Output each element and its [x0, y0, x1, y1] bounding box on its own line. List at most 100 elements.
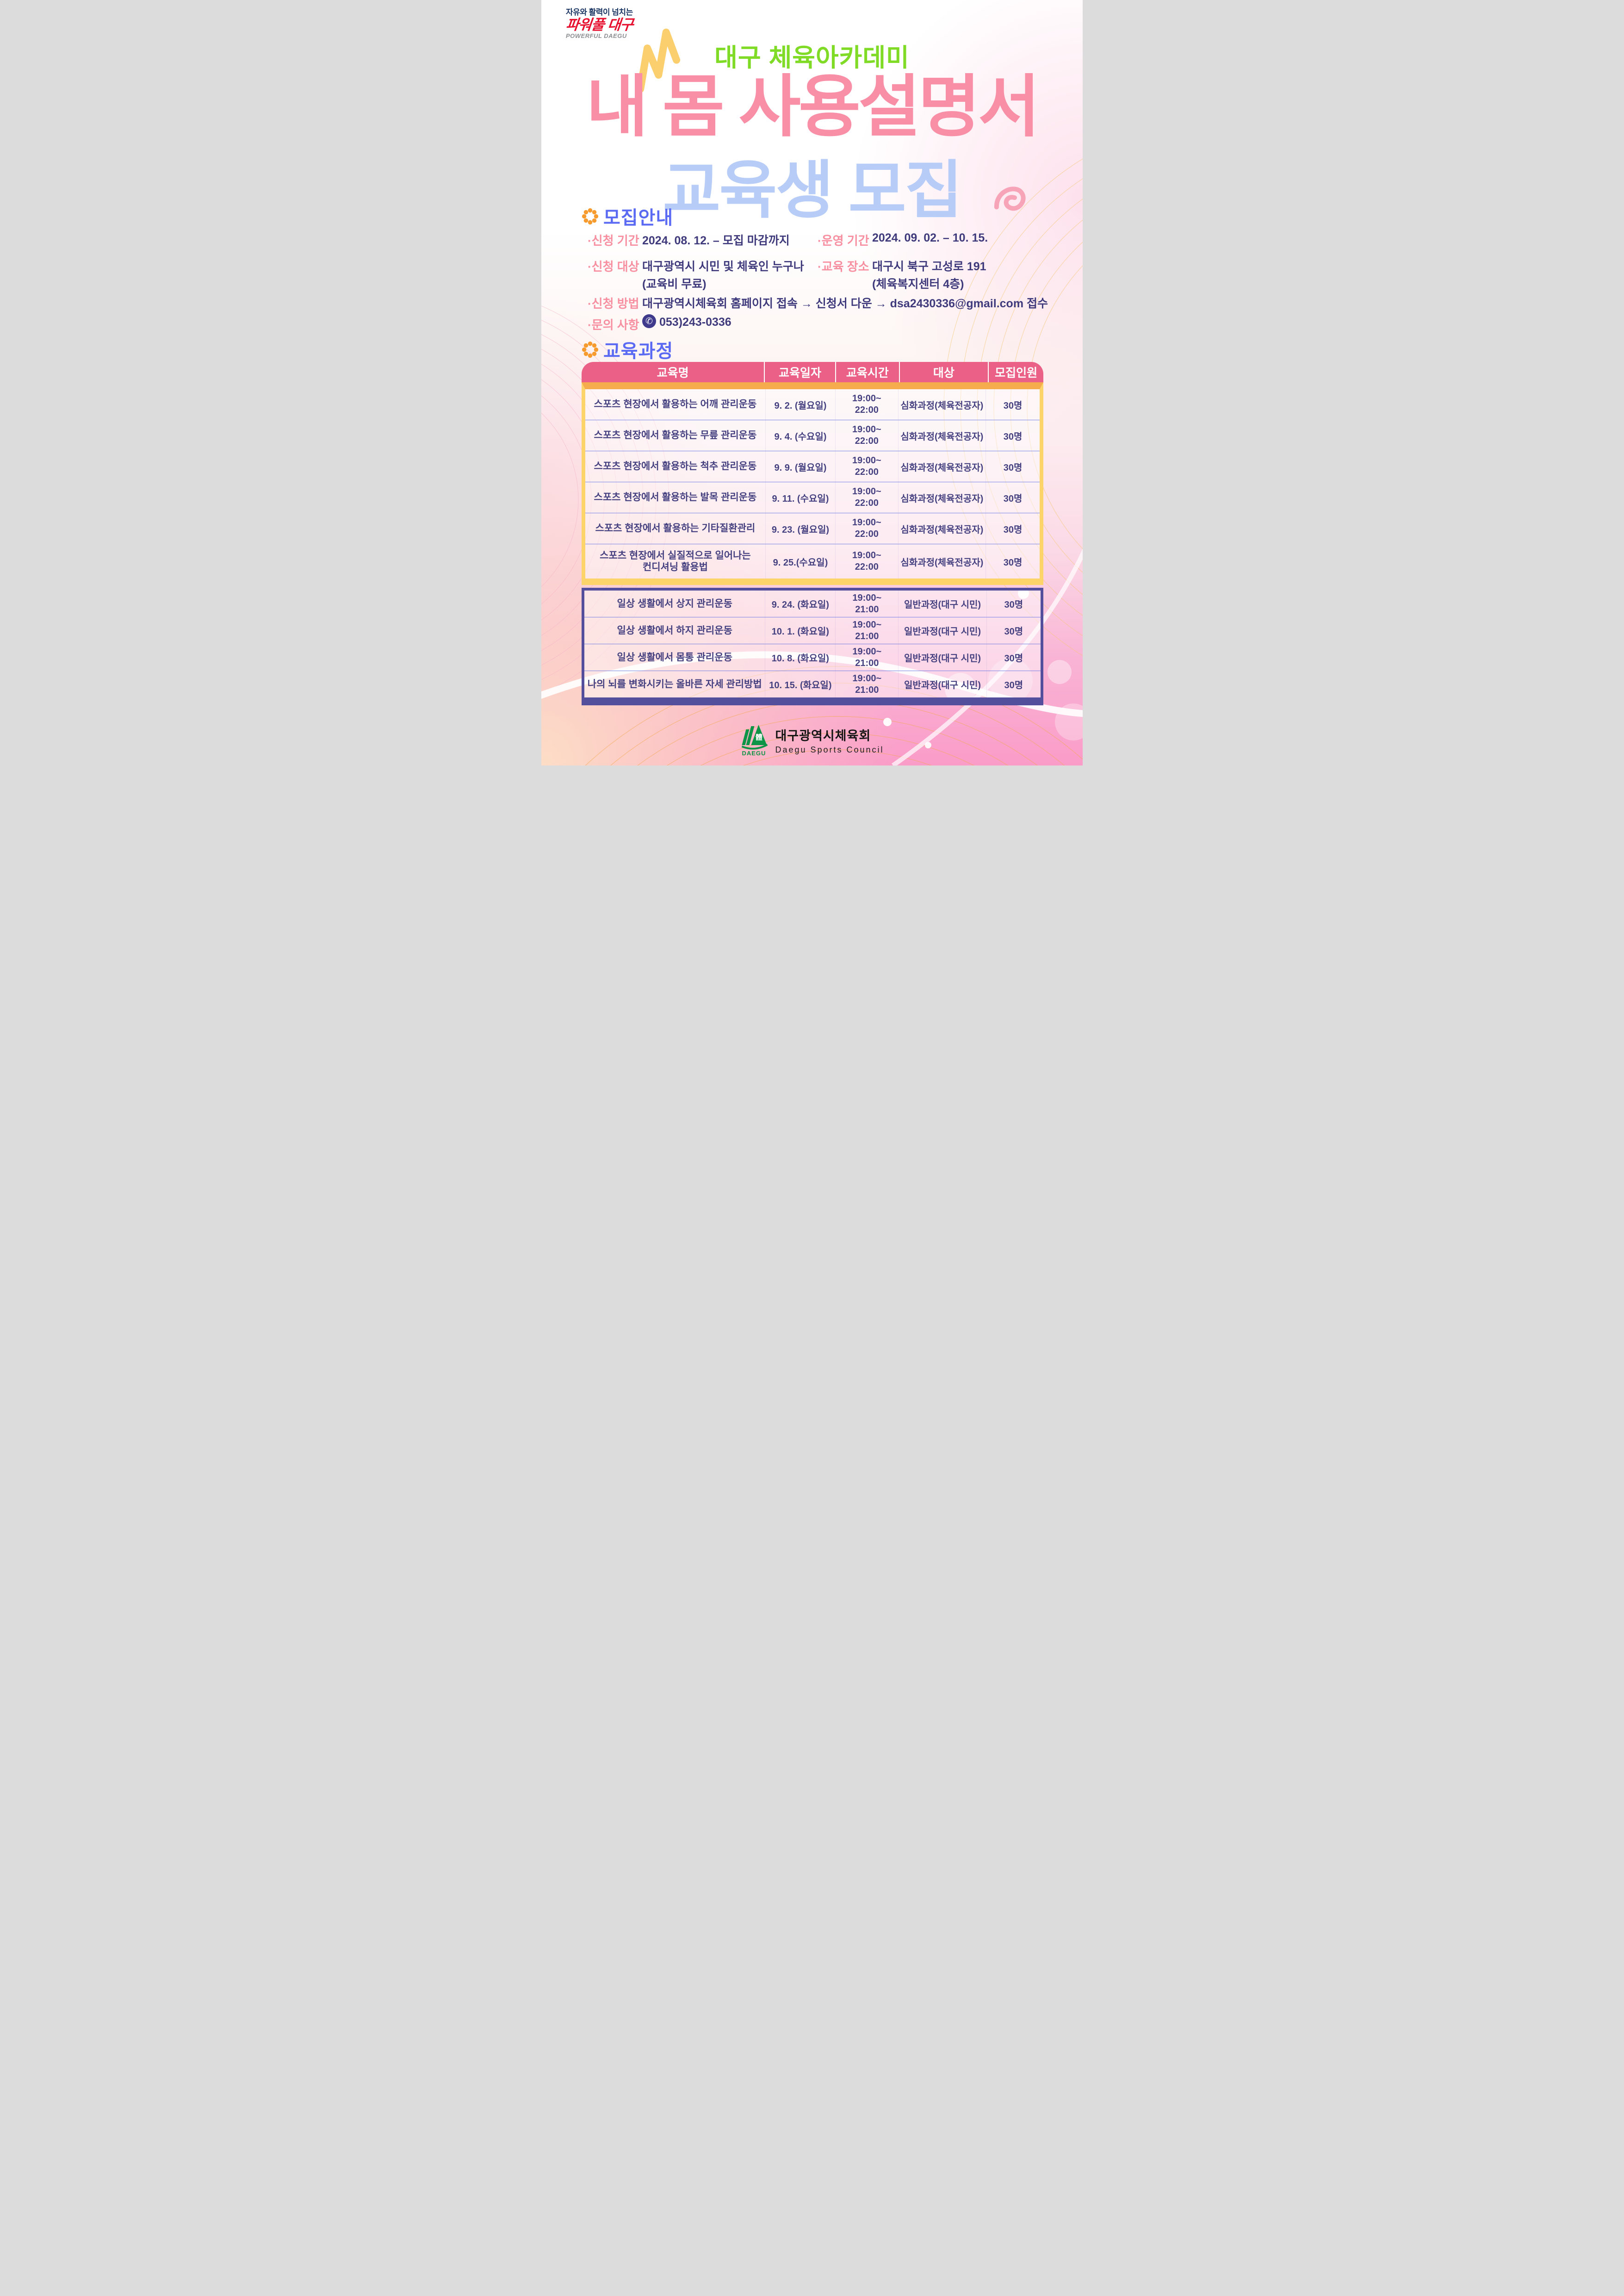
time-start: 19:00~ — [852, 393, 881, 404]
cell-time: 19:00~ 21:00 — [836, 591, 899, 617]
info-value-target: 대구광역시 시민 및 체육인 누구나 — [642, 260, 804, 273]
time-start: 19:00~ — [852, 486, 881, 497]
info-value-place: 대구시 북구 고성로 191 — [872, 260, 986, 273]
course-name-line1: 스포츠 현장에서 활용하는 무릎 관리운동 — [594, 430, 757, 441]
info-value-target-note: (교육비 무료) — [642, 278, 707, 291]
brand-name: 파워풀 대구 — [565, 16, 634, 33]
cell-capacity: 30명 — [1003, 400, 1023, 411]
time-start: 19:00~ — [852, 455, 881, 466]
advanced-course-group: 스포츠 현장에서 활용하는 어깨 관리운동 9. 2. (월요일) 19:00~… — [582, 382, 1043, 585]
cell-course-name: 일상 생활에서 하지 관리운동 — [584, 617, 766, 644]
cell-course-name: 일상 생활에서 몸통 관리운동 — [584, 644, 766, 671]
time-end: 22:00 — [855, 529, 879, 539]
cell-course-name: 스포츠 현장에서 실질적으로 일어나는 컨디셔닝 활용법 — [585, 544, 766, 579]
cell-time: 19:00~ 22:00 — [836, 451, 899, 482]
cell-date: 9. 2. (월요일) — [766, 389, 836, 420]
time-start: 19:00~ — [852, 619, 882, 630]
cell-time: 19:00~ 21:00 — [836, 671, 899, 697]
cell-time: 19:00~ 21:00 — [836, 617, 899, 644]
table-row: 나의 뇌를 변화시키는 올바른 자세 관리방법 10. 15. (화요일) 19… — [584, 671, 1041, 697]
course-name-line1: 일상 생활에서 몸통 관리운동 — [617, 652, 732, 663]
cell-time: 19:00~ 22:00 — [836, 420, 899, 451]
cell-capacity: 30명 — [1003, 493, 1023, 504]
info-value-method: 대구광역시체육회 홈페이지 접속 → 신청서 다운 → dsa2430336@g… — [642, 297, 1048, 310]
cell-target: 일반과정(대구 시민) — [899, 617, 987, 644]
table-row: 일상 생활에서 몸통 관리운동 10. 8. (화요일) 19:00~ 21:00… — [584, 644, 1041, 671]
info-value-operation-period: 2024. 09. 02. – 10. 15. — [872, 231, 988, 244]
time-start: 19:00~ — [852, 517, 881, 528]
course-name-line1: 나의 뇌를 변화시키는 올바른 자세 관리방법 — [587, 678, 762, 690]
table-row: 일상 생활에서 상지 관리운동 9. 24. (화요일) 19:00~ 21:00… — [584, 591, 1041, 617]
table-row: 스포츠 현장에서 활용하는 발목 관리운동 9. 11. (수요일) 19:00… — [585, 482, 1040, 513]
cell-date: 10. 15. (화요일) — [765, 671, 836, 697]
cell-date: 9. 4. (수요일) — [766, 420, 836, 451]
cell-date: 9. 23. (월요일) — [766, 513, 836, 544]
cell-target: 일반과정(대구 시민) — [899, 644, 987, 671]
brand-tagline: 자유와 활력이 넘치는 — [566, 8, 633, 17]
table-row: 스포츠 현장에서 활용하는 척추 관리운동 9. 9. (월요일) 19:00~… — [585, 451, 1040, 482]
poster: 자유와 활력이 넘치는 파워풀 대구 POWERFUL DAEGU 대구 체육아… — [541, 0, 1083, 765]
cell-capacity: 30명 — [1003, 524, 1023, 535]
time-end: 21:00 — [855, 684, 879, 695]
cell-capacity: 30명 — [1003, 557, 1023, 568]
cell-time: 19:00~ 22:00 — [836, 389, 899, 420]
footer-org-name: 대구광역시체육회 — [775, 728, 871, 743]
header-time: 교육시간 — [836, 362, 900, 382]
section-curriculum: 교육과정 — [582, 336, 673, 363]
header-date: 교육일자 — [765, 362, 836, 382]
cell-target: 심화과정(체육전공자) — [899, 389, 986, 420]
cell-target: 심화과정(체육전공자) — [899, 420, 986, 451]
table-header: 교육명 교육일자 교육시간 대상 모집인원 — [582, 362, 1043, 382]
cell-course-name: 스포츠 현장에서 활용하는 발목 관리운동 — [585, 482, 766, 513]
header-target: 대상 — [900, 362, 989, 382]
cell-target: 일반과정(대구 시민) — [899, 591, 987, 617]
info-label-place: ·교육 장소 — [818, 260, 869, 274]
table-row: 스포츠 현장에서 실질적으로 일어나는 컨디셔닝 활용법 9. 25.(수요일) … — [585, 544, 1040, 579]
header-capacity: 모집인원 — [995, 367, 1038, 380]
curriculum-table: 교육명 교육일자 교육시간 대상 모집인원 스포츠 현장에서 활용하는 어깨 관… — [582, 362, 1043, 705]
time-end: 22:00 — [855, 498, 879, 508]
spiral-icon — [994, 187, 1026, 211]
academy-title: 대구 체육아카데미 — [714, 44, 910, 72]
cell-time: 19:00~ 22:00 — [836, 544, 899, 579]
time-start: 19:00~ — [852, 673, 882, 684]
time-start: 19:00~ — [852, 550, 881, 560]
section-title: 모집안내 — [603, 208, 674, 228]
course-name-line2: 컨디셔닝 활용법 — [642, 562, 708, 572]
time-start: 19:00~ — [852, 424, 881, 435]
info-label-apply-period: ·신청 기간 — [588, 234, 639, 248]
course-name-line1: 스포츠 현장에서 활용하는 척추 관리운동 — [594, 461, 757, 472]
course-name-line1: 스포츠 현장에서 활용하는 어깨 관리운동 — [594, 399, 757, 410]
table-row: 스포츠 현장에서 활용하는 무릎 관리운동 9. 4. (수요일) 19:00~… — [585, 420, 1040, 451]
cell-time: 19:00~ 22:00 — [836, 513, 899, 544]
table-row: 스포츠 현장에서 활용하는 기타질환관리 9. 23. (월요일) 19:00~… — [585, 513, 1040, 544]
info-label-method: ·신청 방법 — [588, 297, 639, 311]
cell-date: 9. 9. (월요일) — [766, 451, 836, 482]
time-end: 21:00 — [855, 658, 879, 668]
time-start: 19:00~ — [852, 646, 882, 657]
cell-course-name: 나의 뇌를 변화시키는 올바른 자세 관리방법 — [584, 671, 766, 697]
cell-target: 심화과정(체육전공자) — [899, 482, 986, 513]
info-label-target: ·신청 대상 — [588, 260, 639, 274]
header-course-name: 교육명 — [582, 362, 765, 382]
section-title: 교육과정 — [603, 341, 674, 361]
cell-capacity: 30명 — [1004, 653, 1023, 664]
course-name-line1: 일상 생활에서 하지 관리운동 — [617, 625, 732, 636]
table-row: 스포츠 현장에서 활용하는 어깨 관리운동 9. 2. (월요일) 19:00~… — [585, 389, 1040, 420]
footer-org-name-en: Daegu Sports Council — [775, 745, 884, 754]
time-end: 21:00 — [855, 604, 879, 615]
time-end: 21:00 — [855, 631, 879, 641]
course-name-line1: 스포츠 현장에서 활용하는 기타질환관리 — [595, 523, 756, 534]
info-label-operation-period: ·운영 기간 — [818, 234, 869, 248]
info-value-place-note: (체육복지센터 4층) — [872, 278, 964, 291]
cell-date: 9. 25.(수요일) — [766, 544, 836, 579]
time-end: 22:00 — [855, 405, 879, 415]
poster-title: 내 몸 사용설명서 — [586, 69, 1040, 144]
powerful-daegu-logo: 자유와 활력이 넘치는 파워풀 대구 POWERFUL DAEGU — [565, 8, 634, 39]
zigzag-icon — [637, 28, 681, 93]
poster-subtitle: 교육생 모집 — [663, 155, 962, 225]
time-end: 22:00 — [855, 467, 879, 477]
cell-course-name: 일상 생활에서 상지 관리운동 — [584, 591, 766, 617]
info-value-apply-period: 2024. 08. 12. – 모집 마감까지 — [642, 234, 790, 247]
course-name-line1: 스포츠 현장에서 실질적으로 일어나는 — [600, 550, 751, 561]
